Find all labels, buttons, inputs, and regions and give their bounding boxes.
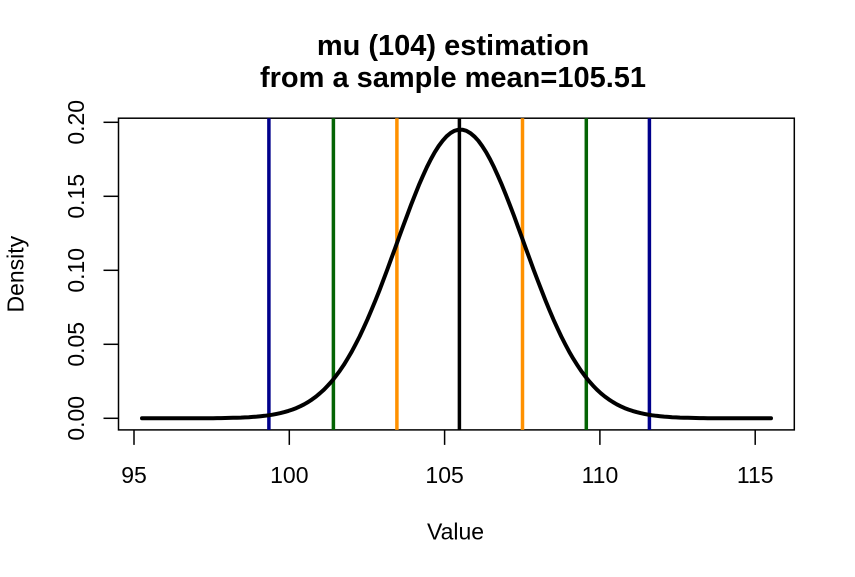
svg-text:115: 115 <box>737 462 774 488</box>
svg-text:0.20: 0.20 <box>63 100 89 145</box>
svg-text:from a sample mean=105.51: from a sample mean=105.51 <box>260 62 646 94</box>
svg-text:Value: Value <box>427 518 484 544</box>
svg-text:0.15: 0.15 <box>63 174 89 219</box>
svg-text:mu (104) estimation: mu (104) estimation <box>317 30 589 62</box>
svg-text:0.05: 0.05 <box>63 322 89 367</box>
svg-text:95: 95 <box>121 462 147 488</box>
svg-text:100: 100 <box>270 462 308 488</box>
svg-text:110: 110 <box>582 462 619 488</box>
svg-text:105: 105 <box>425 462 463 488</box>
svg-text:0.10: 0.10 <box>63 248 89 293</box>
svg-text:Density: Density <box>3 235 29 312</box>
svg-text:0.00: 0.00 <box>63 396 89 441</box>
